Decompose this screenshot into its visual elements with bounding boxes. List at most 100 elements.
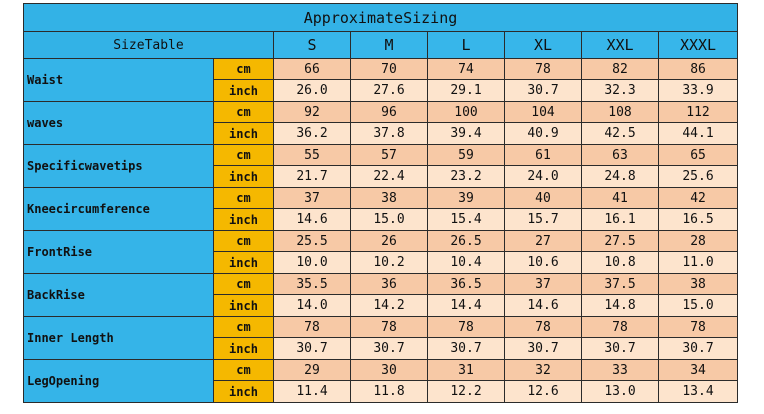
cm-value-cell: 78 xyxy=(504,58,582,80)
size-table: ApproximateSizing SizeTable S M L XL XXL… xyxy=(22,3,739,403)
inch-value-cell: 12.2 xyxy=(427,380,505,403)
cm-value-cell: 63 xyxy=(581,144,659,166)
table-row: LegOpening cm 29 30 31 32 33 34 xyxy=(23,359,739,403)
cm-value-cell: 65 xyxy=(657,144,739,166)
table-row: inch 14.6 15.0 15.4 15.7 16.1 16.5 xyxy=(24,208,739,231)
cm-value-cell: 37 xyxy=(504,273,582,295)
inch-value-cell: 13.4 xyxy=(657,380,739,403)
cm-value-cell: 27.5 xyxy=(581,230,659,252)
cm-value-cell: 36.5 xyxy=(427,273,505,295)
unit-inch-label: inch xyxy=(213,165,274,188)
unit-cm-label: cm xyxy=(213,144,274,166)
table-row: BackRise cm 35.5 36 36.5 37 37.5 38 xyxy=(23,273,739,317)
table-row: Kneecircumference cm 37 38 39 40 41 42 xyxy=(23,187,739,231)
inch-value-cell: 14.8 xyxy=(581,294,659,317)
table-row: inch 11.4 11.8 12.2 12.6 13.0 13.4 xyxy=(24,380,739,403)
size-table-label: SizeTable xyxy=(23,31,274,59)
cm-value-cell: 33 xyxy=(581,359,659,381)
inch-value-cell: 30.7 xyxy=(504,337,582,360)
table-row: Specificwavetips cm 55 57 59 61 63 65 xyxy=(23,144,739,188)
cm-value-cell: 100 xyxy=(427,101,505,123)
measurement-label: Waist xyxy=(23,58,214,102)
unit-inch-label: inch xyxy=(213,337,274,360)
unit-inch-label: inch xyxy=(213,122,274,145)
cm-value-cell: 78 xyxy=(350,316,428,338)
inch-value-cell: 30.7 xyxy=(581,337,659,360)
cm-value-cell: 86 xyxy=(657,58,739,80)
inch-value-cell: 36.2 xyxy=(273,122,351,145)
cm-value-cell: 57 xyxy=(350,144,428,166)
inch-value-cell: 42.5 xyxy=(581,122,659,145)
inch-value-cell: 12.6 xyxy=(504,380,582,403)
cm-value-cell: 37.5 xyxy=(581,273,659,295)
inch-value-cell: 30.7 xyxy=(273,337,351,360)
inch-value-cell: 32.3 xyxy=(581,79,659,102)
cm-value-cell: 112 xyxy=(657,101,739,123)
table-row: inch 14.0 14.2 14.4 14.6 14.8 15.0 xyxy=(24,294,739,317)
inch-value-cell: 11.8 xyxy=(350,380,428,403)
inch-value-cell: 10.0 xyxy=(273,251,351,274)
size-header-s: S xyxy=(273,31,351,59)
cm-value-cell: 59 xyxy=(427,144,505,166)
inch-value-cell: 40.9 xyxy=(504,122,582,145)
cm-value-cell: 92 xyxy=(273,101,351,123)
cm-value-cell: 36 xyxy=(350,273,428,295)
inch-value-cell: 26.0 xyxy=(273,79,351,102)
unit-cm-label: cm xyxy=(213,58,274,80)
unit-inch-label: inch xyxy=(213,251,274,274)
inch-value-cell: 14.6 xyxy=(273,208,351,231)
cm-value-cell: 35.5 xyxy=(273,273,351,295)
inch-value-cell: 37.8 xyxy=(350,122,428,145)
inch-value-cell: 14.2 xyxy=(350,294,428,317)
size-header-row: SizeTable S M L XL XXL XXXL xyxy=(23,31,739,59)
inch-value-cell: 30.7 xyxy=(504,79,582,102)
inch-value-cell: 14.0 xyxy=(273,294,351,317)
measurement-label: Specificwavetips xyxy=(23,144,214,188)
cm-value-cell: 40 xyxy=(504,187,582,209)
cm-value-cell: 26.5 xyxy=(427,230,505,252)
inch-value-cell: 30.7 xyxy=(427,337,505,360)
inch-value-cell: 10.8 xyxy=(581,251,659,274)
cm-value-cell: 29 xyxy=(273,359,351,381)
inch-value-cell: 14.6 xyxy=(504,294,582,317)
cm-value-cell: 108 xyxy=(581,101,659,123)
inch-value-cell: 24.8 xyxy=(581,165,659,188)
size-header-xl: XL xyxy=(504,31,582,59)
inch-value-cell: 24.0 xyxy=(504,165,582,188)
cm-value-cell: 78 xyxy=(427,316,505,338)
size-header-l: L xyxy=(427,31,505,59)
table-row: Waist cm 66 70 74 78 82 86 xyxy=(23,58,739,102)
cm-value-cell: 34 xyxy=(657,359,739,381)
cm-value-cell: 78 xyxy=(581,316,659,338)
cm-value-cell: 28 xyxy=(657,230,739,252)
inch-value-cell: 39.4 xyxy=(427,122,505,145)
inch-value-cell: 23.2 xyxy=(427,165,505,188)
cm-value-cell: 27 xyxy=(504,230,582,252)
size-header-m: M xyxy=(350,31,428,59)
inch-value-cell: 27.6 xyxy=(350,79,428,102)
unit-cm-label: cm xyxy=(213,273,274,295)
cm-value-cell: 37 xyxy=(273,187,351,209)
inch-value-cell: 30.7 xyxy=(657,337,739,360)
cm-value-cell: 96 xyxy=(350,101,428,123)
cm-value-cell: 38 xyxy=(350,187,428,209)
cm-value-cell: 38 xyxy=(657,273,739,295)
table-row: inch 30.7 30.7 30.7 30.7 30.7 30.7 xyxy=(24,337,739,360)
table-row: Inner Length cm 78 78 78 78 78 78 xyxy=(23,316,739,360)
cm-value-cell: 70 xyxy=(350,58,428,80)
unit-inch-label: inch xyxy=(213,380,274,403)
cm-value-cell: 55 xyxy=(273,144,351,166)
inch-value-cell: 22.4 xyxy=(350,165,428,188)
cm-value-cell: 31 xyxy=(427,359,505,381)
inch-value-cell: 33.9 xyxy=(657,79,739,102)
cm-value-cell: 42 xyxy=(657,187,739,209)
cm-value-cell: 82 xyxy=(581,58,659,80)
measurement-label: FrontRise xyxy=(23,230,214,274)
inch-value-cell: 25.6 xyxy=(657,165,739,188)
table-row: waves cm 92 96 100 104 108 112 xyxy=(23,101,739,145)
table-title: ApproximateSizing xyxy=(22,3,739,32)
cm-value-cell: 25.5 xyxy=(273,230,351,252)
inch-value-cell: 30.7 xyxy=(350,337,428,360)
table-row: FrontRise cm 25.5 26 26.5 27 27.5 28 xyxy=(23,230,739,274)
cm-value-cell: 78 xyxy=(657,316,739,338)
